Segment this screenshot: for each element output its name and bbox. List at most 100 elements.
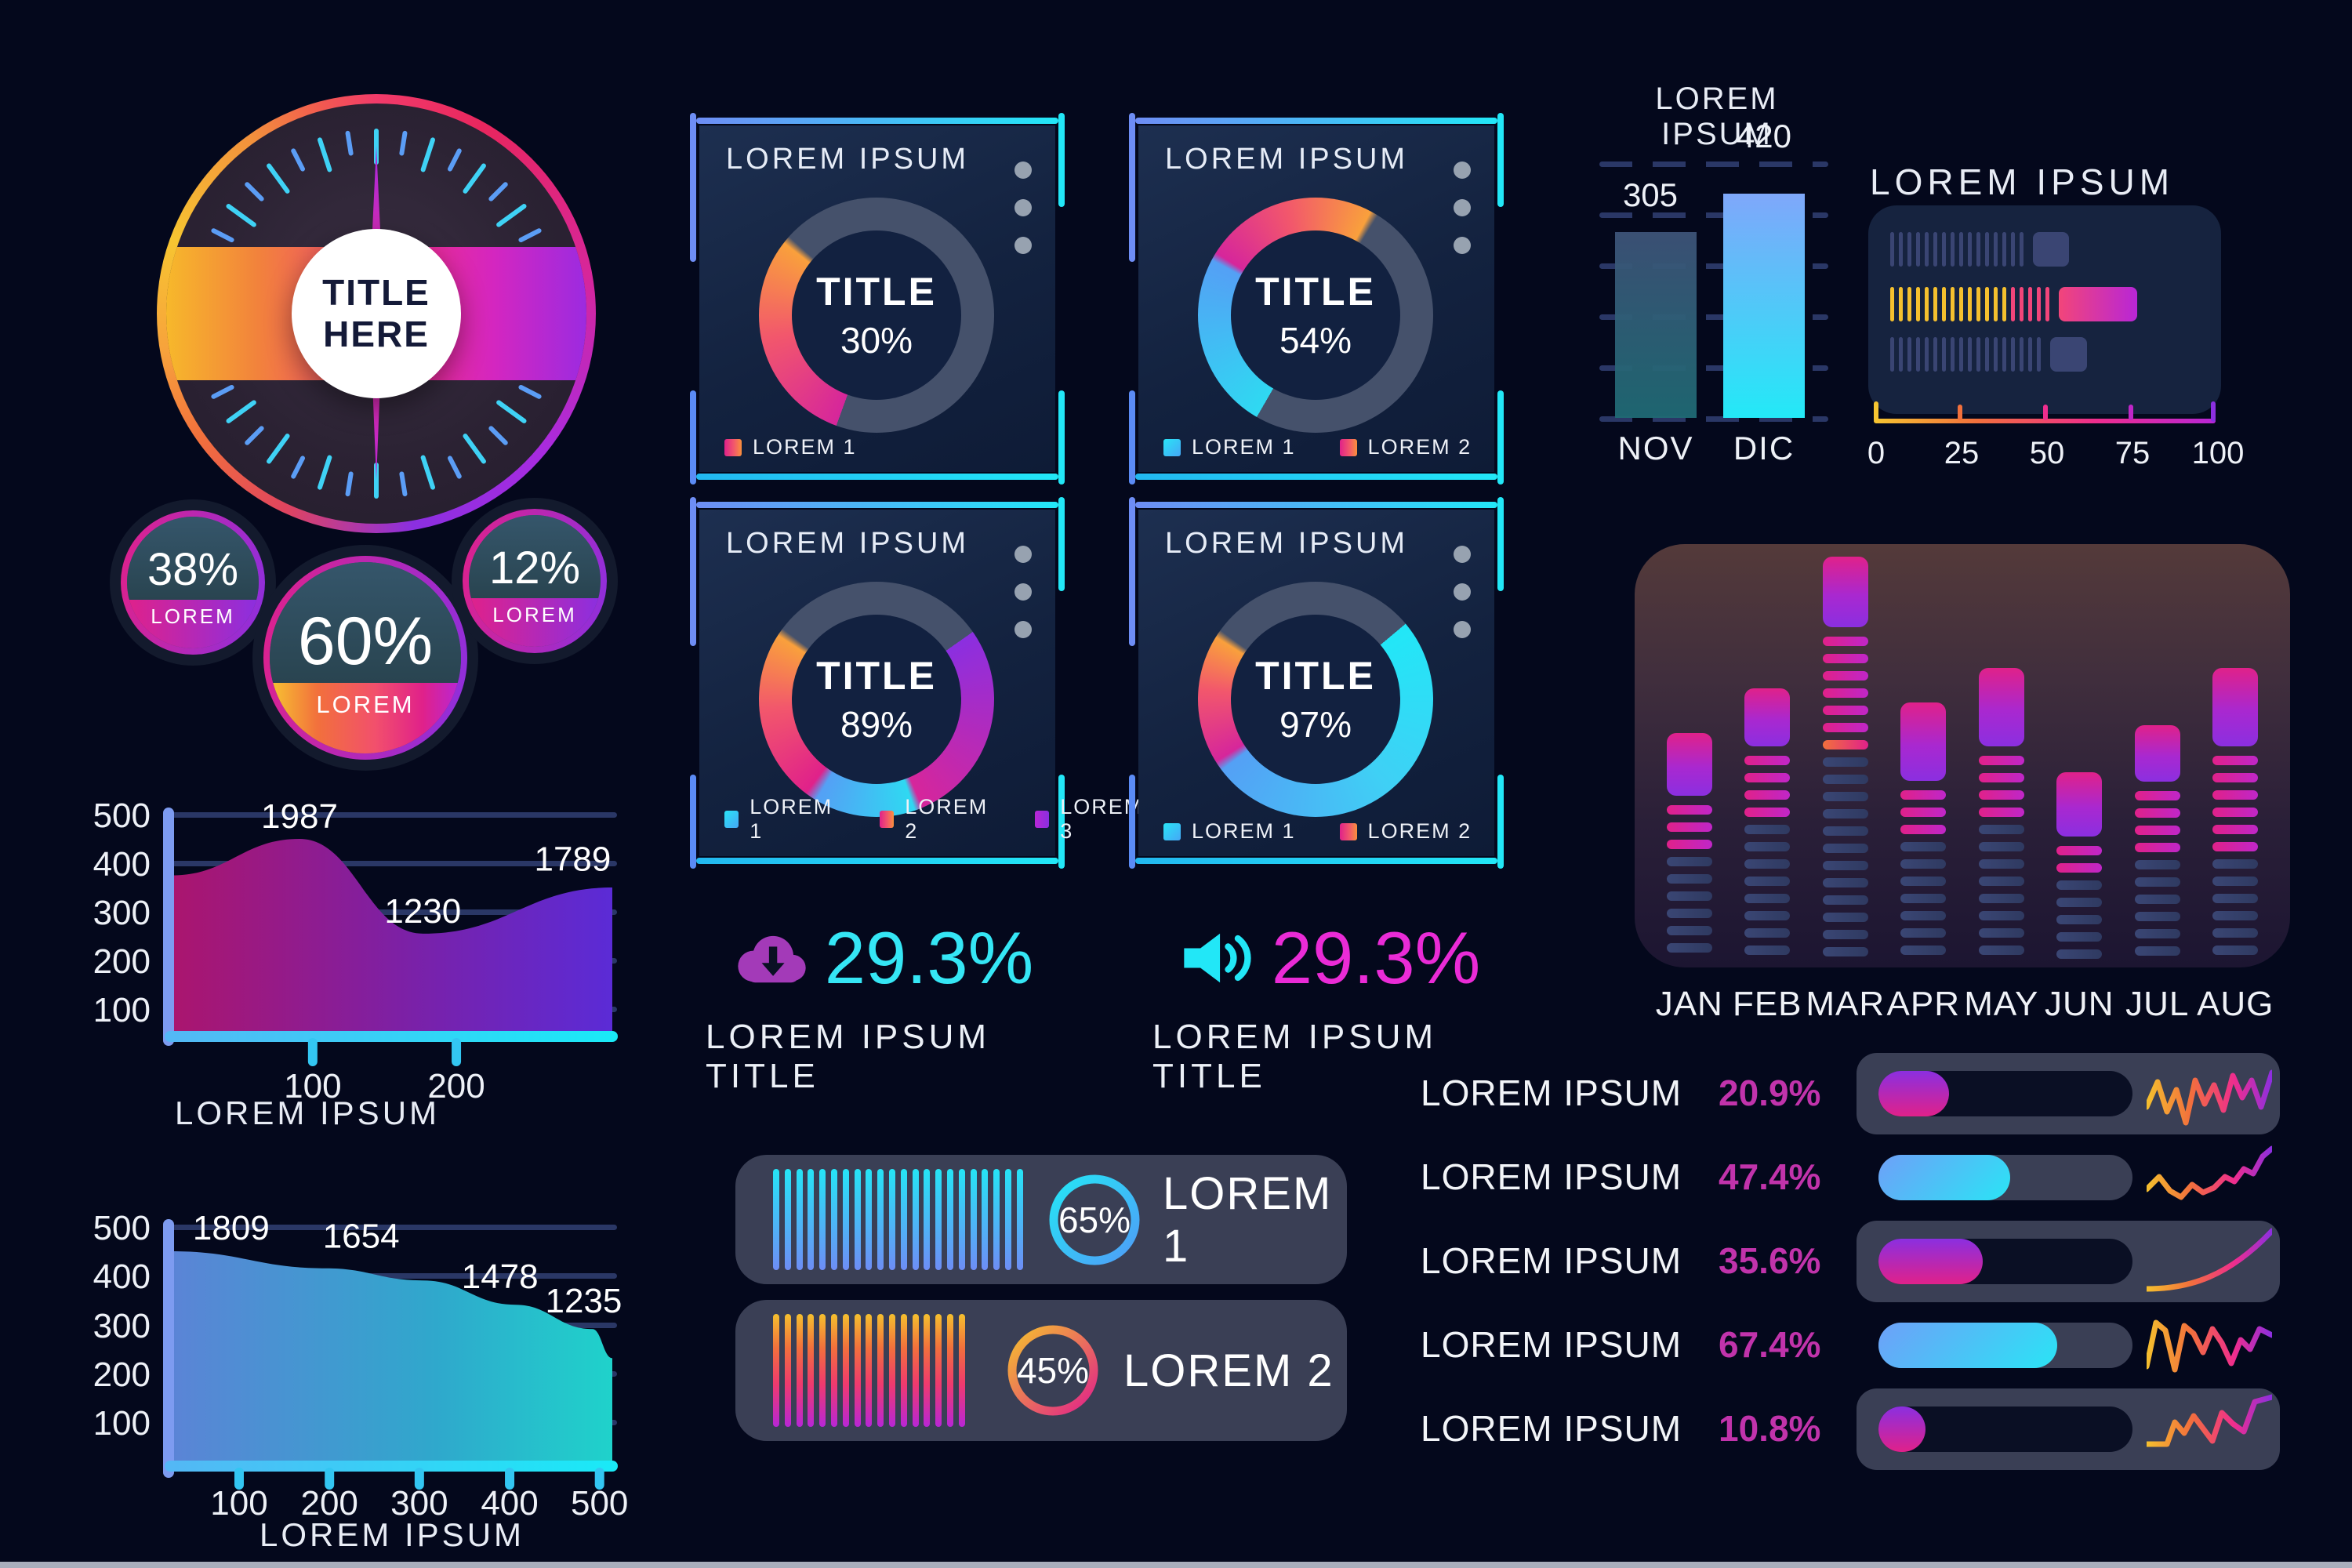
y-axis <box>163 1219 174 1478</box>
meter-bar <box>819 1169 826 1270</box>
menu-dot <box>1454 621 1471 638</box>
equalizer-dash <box>1978 946 2024 955</box>
progress-fill <box>1878 1323 2057 1368</box>
gridline-dashed <box>1599 416 1828 422</box>
gauge-tick <box>495 202 528 228</box>
bar-value-label: 420 <box>1736 118 1792 154</box>
equalizer-dash <box>1666 840 1712 849</box>
tick <box>2037 337 2041 372</box>
gauge-tick <box>495 399 528 425</box>
point-label: 1235 <box>546 1282 622 1320</box>
tick <box>2020 232 2024 267</box>
card-frame-top <box>1135 118 1497 124</box>
three-dot-menu[interactable] <box>1454 546 1471 659</box>
cloud-download-icon <box>731 925 812 991</box>
gauge-tick <box>210 227 235 244</box>
meter-bar <box>970 1169 977 1270</box>
x-tick <box>414 1468 424 1490</box>
three-dot-menu[interactable] <box>1014 162 1032 274</box>
equalizer-dash <box>1822 706 1868 715</box>
card-frame-bl <box>690 390 696 485</box>
card-frame-br <box>1058 775 1065 869</box>
equalizer-dash <box>2056 880 2103 890</box>
x-tick <box>452 1038 462 1066</box>
equalizer-dash <box>1822 757 1868 767</box>
card-frame-tl <box>690 113 696 262</box>
equalizer-dash <box>1744 859 1791 869</box>
meter-bar <box>854 1169 861 1270</box>
area-chart-2: 500 400 300 200 100 100 200 300 400 500 1809 1654 14… <box>78 1207 643 1568</box>
stat-title: LOREM IPSUM TITLE <box>1152 1018 1438 1095</box>
badge-value: 38% <box>147 544 239 595</box>
gauge-tick <box>290 147 307 172</box>
x-axis <box>165 1461 618 1472</box>
badge-label: LOREM <box>151 604 235 628</box>
tick <box>1942 287 1946 321</box>
three-dot-menu[interactable] <box>1014 546 1032 659</box>
card-frame-tl <box>1129 113 1135 262</box>
equalizer-dash <box>1744 773 1791 782</box>
y-tick-label: 100 <box>93 1404 151 1443</box>
progress-row-label: LOREM IPSUM <box>1421 1073 1682 1113</box>
tick <box>2002 287 2006 321</box>
equalizer-dash <box>1822 809 1868 818</box>
card-header: LOREM IPSUM <box>1165 143 1409 176</box>
equalizer-dash <box>1822 878 1868 887</box>
badge: 60% LOREM <box>263 556 467 760</box>
card-frame-tr <box>1058 113 1065 207</box>
legend-item: LOREM 3 <box>1035 795 1146 844</box>
tick <box>1916 287 1920 321</box>
tick <box>1951 287 1955 321</box>
gauge-tick <box>345 130 354 156</box>
axis-tick <box>1958 405 1962 420</box>
tick <box>1916 337 1920 372</box>
gauge-widget: TITLE HERE <box>157 94 596 533</box>
equalizer-dash <box>1900 790 1947 800</box>
tick <box>1925 337 1929 372</box>
legend-swatch <box>880 811 895 828</box>
gauge-tick <box>317 136 333 173</box>
three-dot-menu[interactable] <box>1454 162 1471 274</box>
gauge-tick <box>345 471 354 497</box>
equalizer-dash <box>1900 911 1947 920</box>
donut-card: LOREM IPSUM TITLE 97% LOREM 1 LOREM 2 <box>1129 497 1504 869</box>
progress-row-label: LOREM IPSUM <box>1421 1156 1682 1197</box>
gauge-tick <box>446 147 463 172</box>
y-tick-label: 400 <box>93 845 151 884</box>
equalizer-month-label: JAN <box>1655 985 1723 1023</box>
equalizer-dash <box>1744 790 1791 800</box>
axis-tick <box>2129 405 2133 420</box>
equalizer-dash <box>1744 946 1791 955</box>
meter-bar <box>924 1169 931 1270</box>
equalizer-dash <box>1822 792 1868 801</box>
equalizer-dash <box>2056 915 2103 924</box>
equalizer-dash <box>2134 895 2180 904</box>
gridline <box>172 812 617 818</box>
tick <box>1925 287 1929 321</box>
meter-bar <box>889 1169 895 1270</box>
tick <box>1976 232 1980 267</box>
card-header: LOREM IPSUM <box>1165 527 1409 560</box>
equalizer-dash <box>1822 637 1868 646</box>
card-frame-bottom <box>696 474 1058 480</box>
tick <box>1976 337 1980 372</box>
card-frame-top <box>1135 502 1497 508</box>
equalizer-dash <box>1744 928 1791 938</box>
legend-swatch <box>1339 438 1357 456</box>
x-tick <box>307 1038 318 1066</box>
badge-face-top <box>127 517 259 600</box>
tick <box>2011 232 2015 267</box>
progress-fill <box>1878 1239 1983 1284</box>
tick <box>1968 287 1972 321</box>
gauge-tick <box>517 227 543 244</box>
equalizer-dash <box>2212 773 2259 782</box>
tick <box>1994 337 1998 372</box>
speaker-icon <box>1178 925 1259 991</box>
gauge-tick <box>517 383 543 400</box>
donut-hole: TITLE 30% <box>792 230 961 400</box>
gauge-tick <box>462 432 488 465</box>
menu-dot <box>1014 237 1032 254</box>
meter-bar <box>912 1169 919 1270</box>
equalizer-dash <box>1822 671 1868 681</box>
equalizer-dash <box>2056 949 2103 959</box>
